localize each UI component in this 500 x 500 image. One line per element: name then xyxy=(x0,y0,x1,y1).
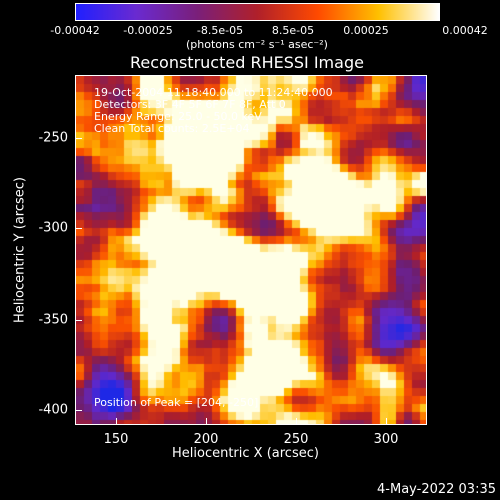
colorbar-tick: 8.5e-05 xyxy=(271,24,315,37)
x-tick-mark xyxy=(386,418,387,425)
x-tick-mark xyxy=(296,418,297,425)
y-tick-mark xyxy=(75,410,82,411)
y-tick-mark xyxy=(75,228,82,229)
colorbar-tick: -0.00042 xyxy=(50,24,100,37)
y-tick-mark xyxy=(75,320,82,321)
plot-area: 19-Oct-2004 11:18:40.000 to 11:24:40.000… xyxy=(75,75,427,425)
peak-position: Position of Peak = [204, -250] xyxy=(94,396,259,409)
colorbar-units: (photons cm⁻² s⁻¹ asec⁻²) xyxy=(186,38,328,51)
y-tick-label: -400 xyxy=(38,402,68,418)
colorbar-tick: -8.5e-05 xyxy=(196,24,244,37)
colorbar-tick: -0.00025 xyxy=(123,24,173,37)
info-detectors: Detectors: 3F 4F 5F 6F 7F 8F, Att 0 xyxy=(94,98,286,111)
x-tick-label: 250 xyxy=(283,432,309,447)
info-energy-range: Energy Range: 25.0 - 50.0 keV xyxy=(94,110,262,123)
info-clean-counts: Clean Total counts: 2.5E+04 xyxy=(94,122,250,135)
y-tick-mark xyxy=(75,138,82,139)
y-tick-label: -350 xyxy=(38,312,68,328)
x-tick-label: 150 xyxy=(103,432,129,447)
heatmap-image xyxy=(76,76,426,424)
image-title: Reconstructed RHESSI Image xyxy=(130,53,364,72)
x-tick-mark xyxy=(206,418,207,425)
colorbar xyxy=(75,3,440,21)
plot-timestamp: 4-May-2022 03:35 xyxy=(377,482,496,497)
info-time-range: 19-Oct-2004 11:18:40.000 to 11:24:40.000 xyxy=(94,86,333,99)
x-tick-label: 200 xyxy=(193,432,219,447)
x-tick-mark xyxy=(116,418,117,425)
colorbar-tick: 0.00042 xyxy=(442,24,488,37)
colorbar-tick: 0.00025 xyxy=(343,24,389,37)
x-axis-label: Heliocentric X (arcsec) xyxy=(172,446,319,461)
y-axis-label: Heliocentric Y (arcsec) xyxy=(12,177,28,323)
x-tick-label: 300 xyxy=(373,432,399,447)
y-tick-label: -250 xyxy=(38,130,68,146)
y-tick-label: -300 xyxy=(38,220,68,236)
